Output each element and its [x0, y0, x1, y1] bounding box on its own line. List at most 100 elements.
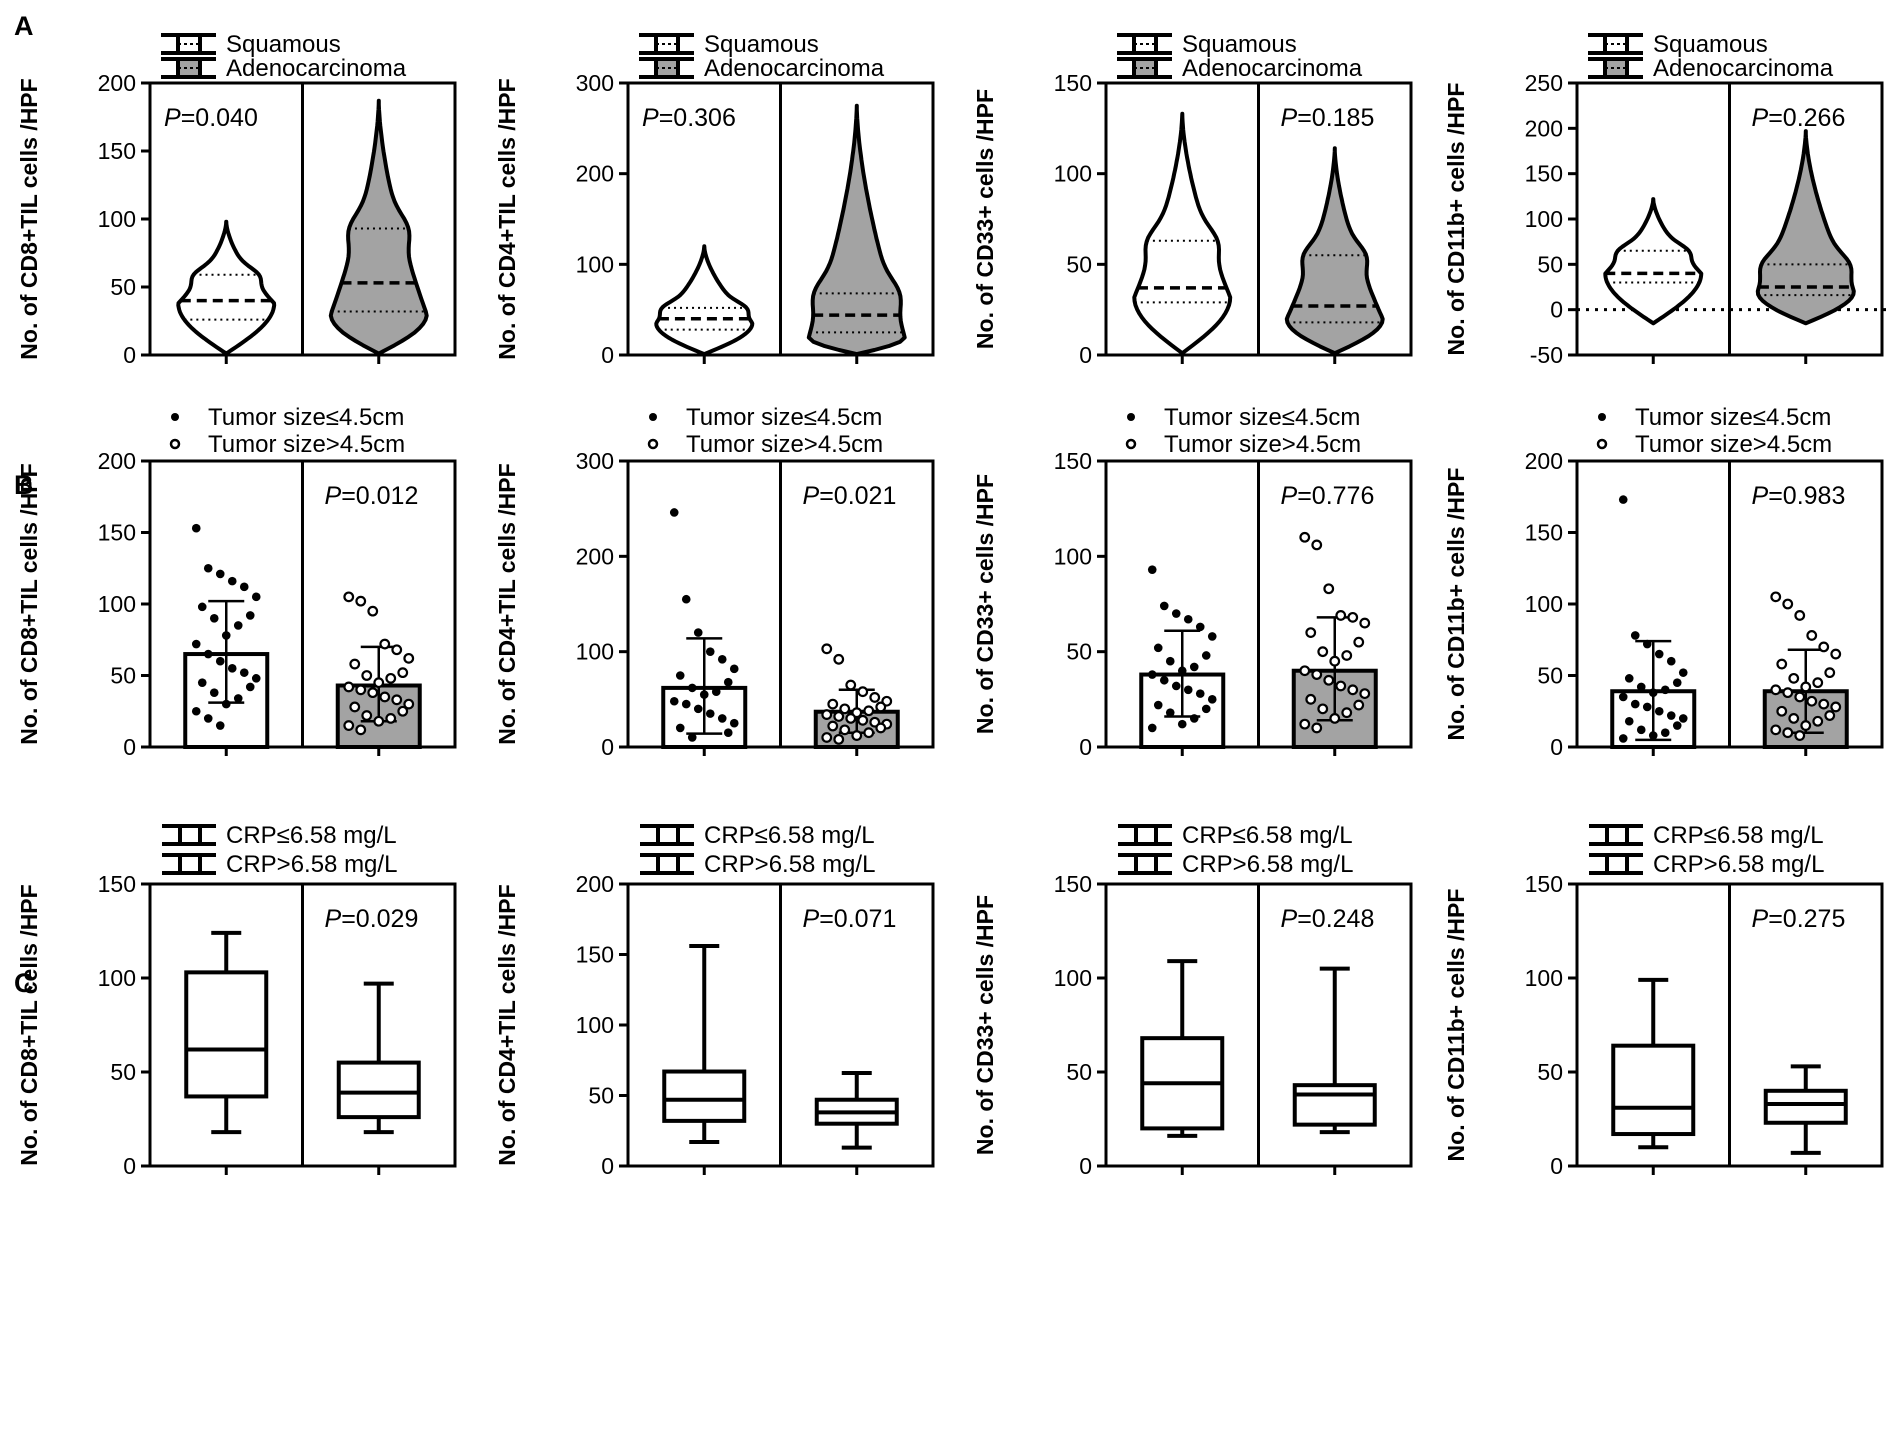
data-point: [1624, 716, 1634, 726]
panel-letter-b: B: [14, 470, 34, 500]
data-point: [215, 656, 225, 666]
legend-label: Tumor size>4.5cm: [1164, 431, 1361, 458]
data-point: [203, 649, 213, 659]
y-tick-label: 100: [576, 251, 614, 277]
y-tick-label: 200: [98, 70, 136, 96]
legend-swatch-fill: [178, 59, 200, 77]
data-point: [869, 692, 881, 703]
data-point: [1770, 591, 1782, 603]
y-tick-label: 50: [1537, 663, 1563, 689]
legend-marker-open: [169, 438, 181, 450]
p-value-label: P=0.275: [1752, 905, 1846, 933]
data-point: [1770, 684, 1782, 696]
data-point: [1800, 681, 1812, 693]
data-point: [1782, 598, 1794, 610]
p-symbol: P: [1752, 104, 1769, 132]
p-value-label: P=0.306: [642, 104, 736, 132]
data-point: [1171, 681, 1181, 691]
y-tick-label: 100: [1054, 161, 1092, 187]
legend-swatch-group2: [1588, 57, 1643, 79]
legend-swatch-group1: [1127, 413, 1135, 421]
data-point: [191, 523, 201, 533]
legend-label: Squamous: [1653, 31, 1768, 58]
data-point: [203, 714, 213, 723]
data-point: [1353, 699, 1365, 711]
chart-b1: 0 50 100 150 200 No. of CD8+TIL cells /HPF P=0…: [16, 404, 457, 760]
data-point: [681, 699, 691, 709]
y-tick-label: 150: [1525, 520, 1563, 546]
data-point: [1618, 734, 1628, 743]
data-point: [385, 672, 397, 684]
legend-label: Adenocarcinoma: [226, 55, 407, 82]
data-point: [669, 696, 679, 706]
data-point: [1177, 719, 1187, 729]
legend-label: CRP≤6.58 mg/L: [1653, 822, 1824, 849]
p-value-label: P=0.012: [325, 482, 419, 510]
data-point: [1648, 688, 1658, 697]
p-value-label: P=0.029: [325, 905, 419, 933]
data-point: [1353, 636, 1365, 648]
data-point: [1299, 531, 1311, 543]
legend-swatch-group2: [162, 853, 216, 875]
data-point: [1812, 715, 1824, 727]
legend-swatch-group2: [1589, 853, 1643, 875]
p-value-label: P=0.040: [164, 104, 258, 132]
data-point: [1189, 714, 1199, 723]
p-symbol: P: [803, 905, 820, 933]
data-point: [1794, 610, 1806, 621]
p-value-label: P=0.266: [1752, 104, 1846, 132]
data-point: [1618, 692, 1628, 702]
data-point: [1818, 641, 1830, 653]
data-point: [1335, 610, 1347, 621]
chart-b4: 0 50 100 150 200 No. of CD11b+ cells /HPF P=0.…: [1443, 404, 1884, 760]
y-tick-label: 300: [576, 70, 614, 96]
data-point: [1323, 674, 1335, 686]
legend-swatch-group2: [640, 853, 694, 875]
data-point: [379, 691, 391, 703]
p-number: =0.248: [1297, 905, 1374, 933]
y-axis-label: No. of CD11b+ cells /HPF: [1443, 889, 1469, 1162]
p-value-label: P=0.248: [1281, 905, 1375, 933]
data-point: [681, 594, 691, 604]
data-point: [1806, 695, 1818, 707]
legend-swatch-group1: [171, 413, 179, 421]
data-point: [1654, 706, 1664, 716]
data-point: [1642, 639, 1652, 649]
y-tick-label: 50: [110, 1059, 136, 1085]
data-point: [1147, 723, 1157, 733]
data-point: [245, 611, 255, 620]
legend-label: CRP>6.58 mg/L: [226, 851, 397, 878]
legend-marker-filled: [171, 413, 179, 421]
data-point: [209, 614, 219, 623]
data-point: [1818, 698, 1830, 710]
p-number: =0.266: [1768, 104, 1845, 132]
y-tick-label: 50: [110, 274, 136, 300]
y-tick-label: 0: [1079, 1153, 1092, 1179]
data-point: [1830, 648, 1842, 660]
data-point: [1630, 699, 1640, 709]
data-point: [863, 705, 875, 717]
y-axis-label: No. of CD8+TIL cells /HPF: [16, 78, 42, 359]
legend-swatch-group1: [1598, 413, 1606, 421]
box-group2: [336, 1060, 421, 1120]
data-point: [1341, 707, 1353, 719]
legend-label: Tumor size>4.5cm: [208, 431, 405, 458]
chart-c2: 0 50 100 150 200 No. of CD4+TIL cells /HPF P=0…: [494, 822, 935, 1179]
data-point: [1660, 728, 1670, 737]
data-point: [197, 602, 207, 612]
data-point: [675, 671, 685, 680]
y-tick-label: 200: [576, 543, 614, 569]
data-point: [1636, 682, 1646, 692]
chart-c1: 0 50 100 150 No. of CD8+TIL cells /HPF P=0.02…: [16, 822, 457, 1179]
data-point: [693, 628, 703, 637]
p-symbol: P: [642, 104, 659, 132]
data-point: [1830, 701, 1842, 713]
data-point: [1183, 614, 1193, 624]
y-tick-label: 0: [1550, 734, 1563, 760]
data-point: [827, 720, 839, 732]
y-tick-label: 200: [576, 871, 614, 897]
y-tick-label: 100: [1525, 591, 1563, 617]
box-group1: [184, 970, 269, 1099]
data-point: [711, 687, 721, 697]
